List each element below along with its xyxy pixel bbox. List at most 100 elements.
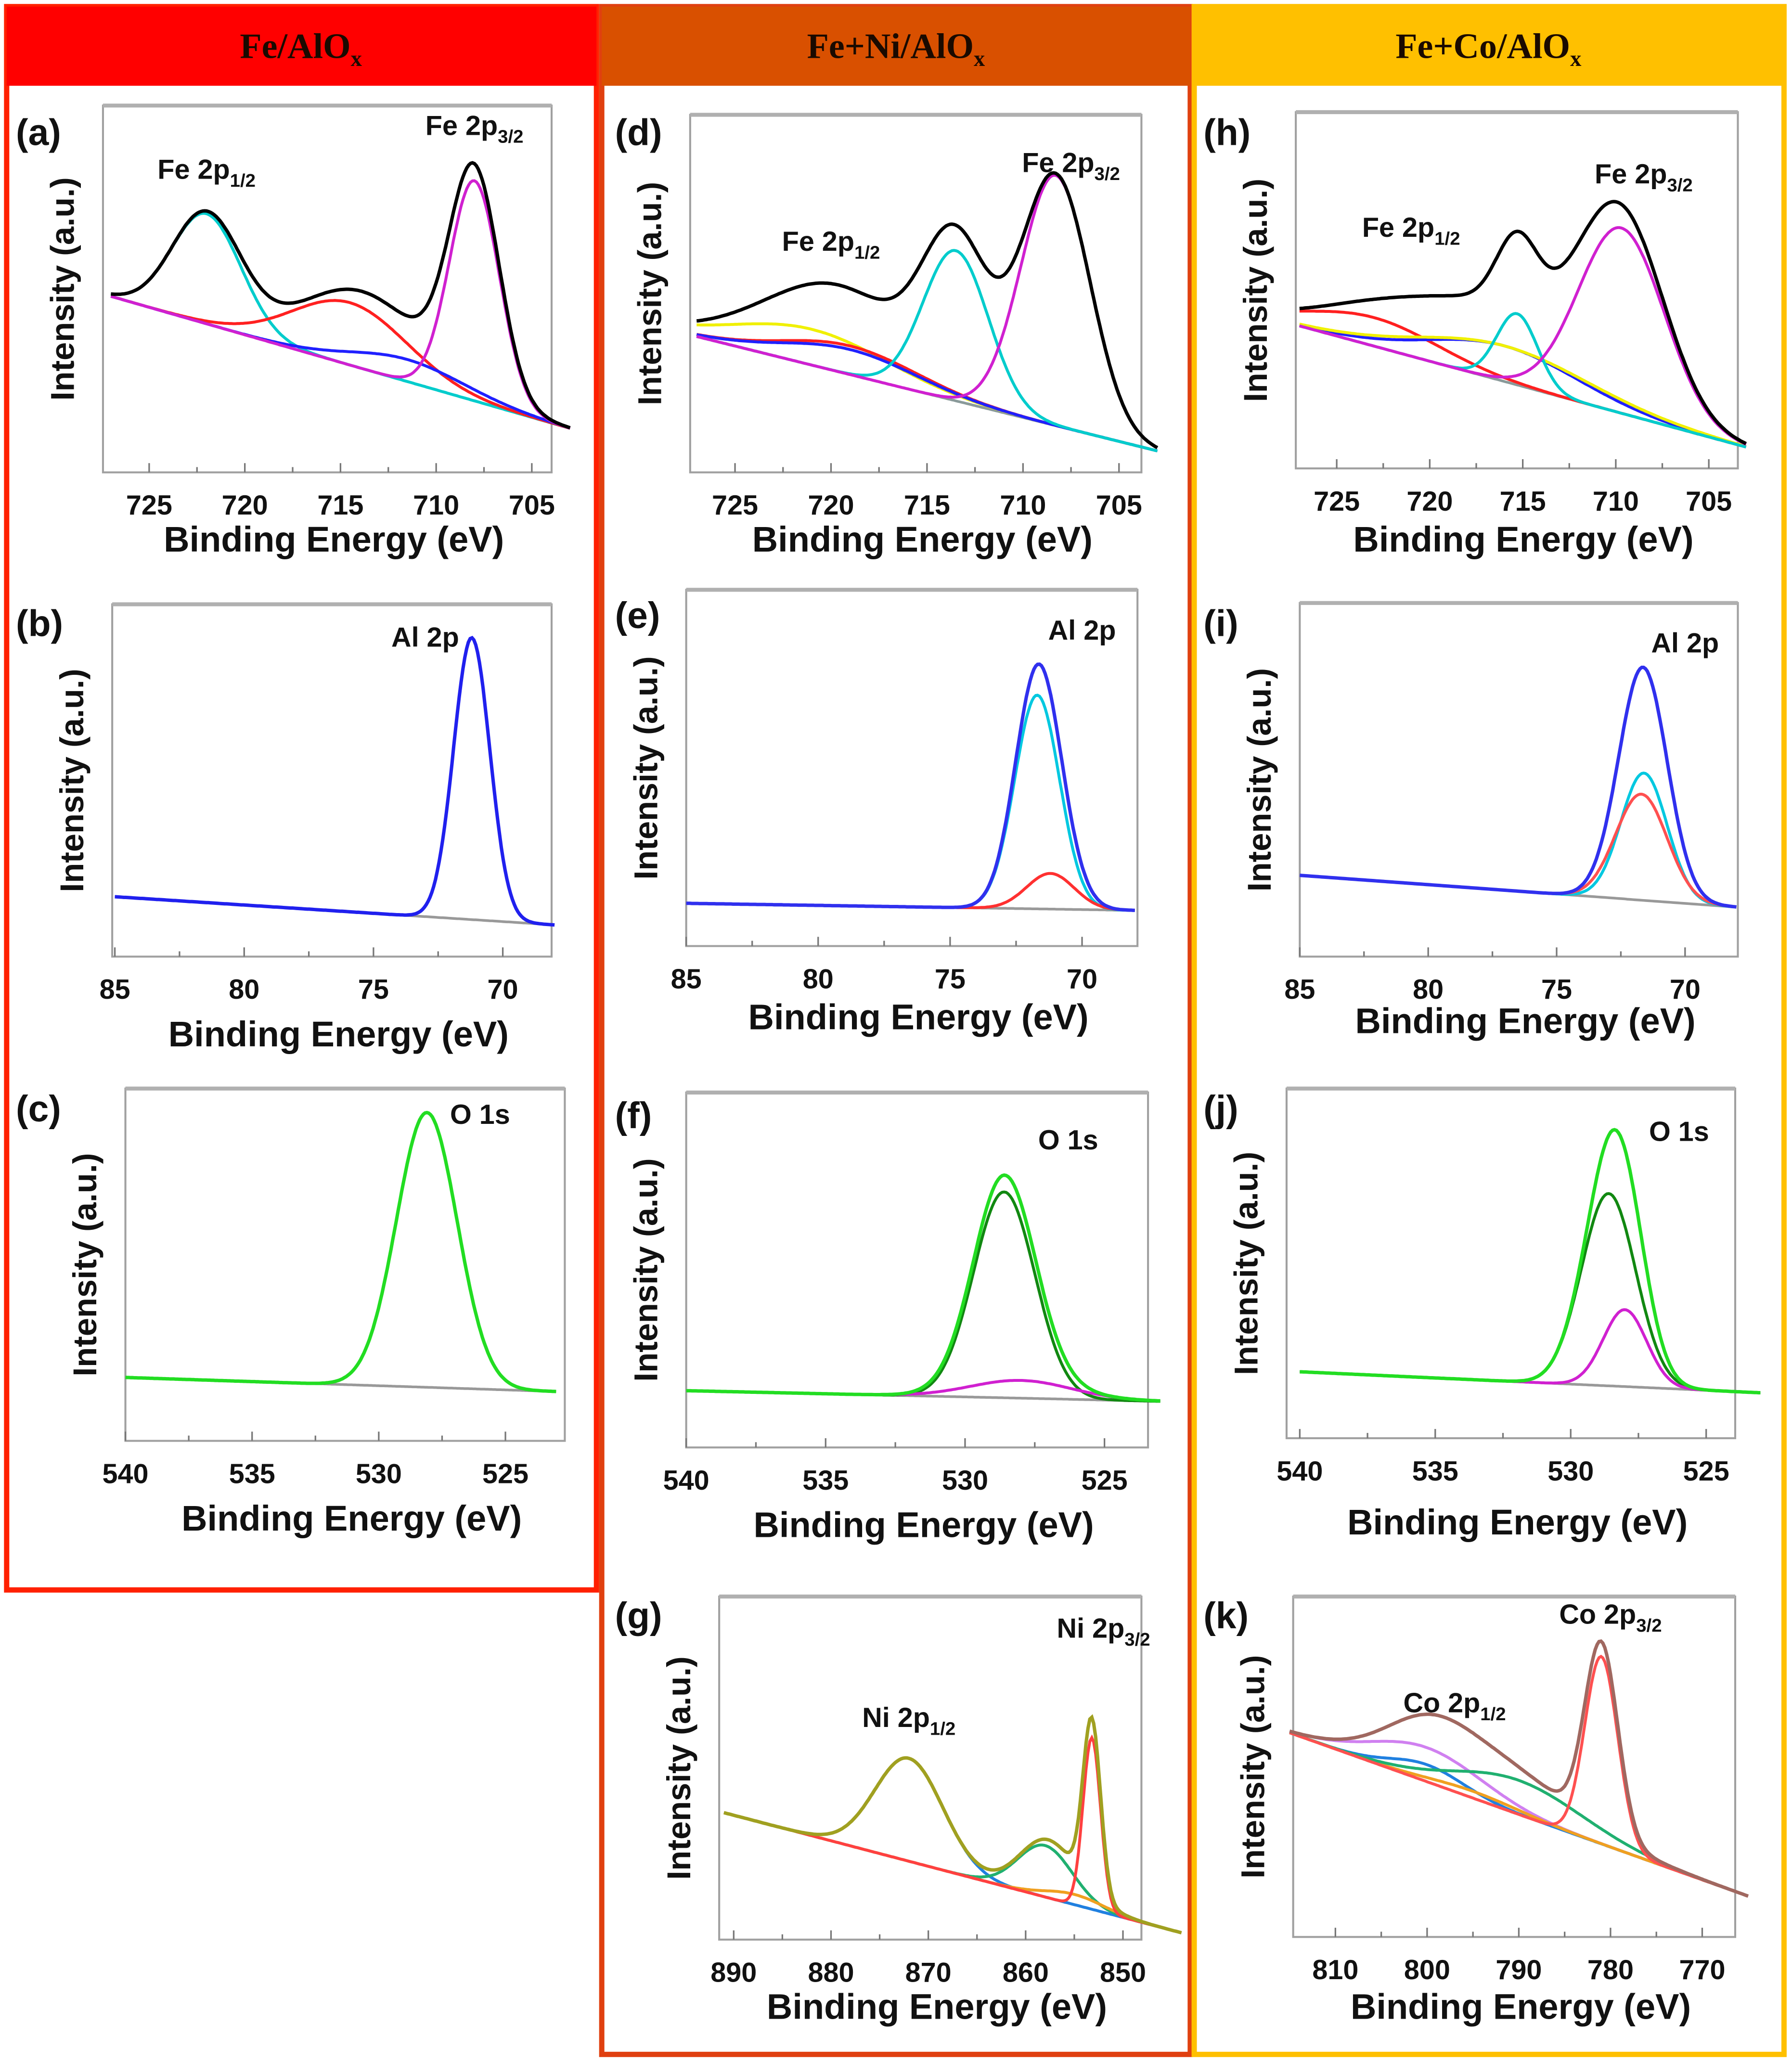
peak-label: Co 2p <box>1403 1688 1480 1719</box>
peak-annotation: Fe 2p1/2 <box>782 226 880 263</box>
plot-frame <box>689 114 1143 474</box>
panel-f: 540 535 530 525 Binding Energy (eV) Intensity… <box>615 1090 1160 1545</box>
peak-annotation: Fe 2p3/2 <box>1595 159 1693 195</box>
peak-annotation: Al 2p <box>1048 615 1116 646</box>
x-tick-label: 860 <box>1003 1958 1049 1988</box>
x-axis-label: Binding Energy (eV) <box>168 1014 509 1054</box>
peak-label-subscript: 3/2 <box>1124 1629 1150 1650</box>
peak-label-subscript: 1/2 <box>854 242 880 263</box>
x-tick-label: 85 <box>100 974 130 1005</box>
x-tick-label: 715 <box>1500 486 1546 517</box>
y-axis-label: Intensity (a.u.) <box>44 177 81 400</box>
x-tick-label: 535 <box>229 1458 275 1489</box>
x-tick-label: 70 <box>1067 964 1097 994</box>
panel-letter: (i) <box>1203 603 1238 644</box>
envelope-curve <box>1289 1639 1749 1898</box>
plot-frame <box>1299 602 1739 958</box>
column-header-feco <box>1194 6 1784 86</box>
x-tick-label: 725 <box>126 490 172 521</box>
x-axis-label: Binding Energy (eV) <box>748 997 1089 1037</box>
x-tick-label: 770 <box>1679 1955 1725 1985</box>
y-axis-label: Intensity (a.u.) <box>627 656 664 879</box>
x-tick-label: 870 <box>905 1958 952 1988</box>
x-tick-label: 880 <box>808 1958 854 1988</box>
x-axis-label: Binding Energy (eV) <box>181 1498 522 1538</box>
x-tick-label: 525 <box>1683 1456 1729 1487</box>
fit-component-4 <box>1289 1654 1749 1898</box>
x-axis-label: Binding Energy (eV) <box>752 519 1093 559</box>
x-tick-label: 525 <box>1082 1465 1128 1496</box>
y-axis-label: Intensity (a.u.) <box>627 1158 664 1381</box>
peak-annotation: Fe 2p3/2 <box>425 110 524 147</box>
x-tick-label: 720 <box>808 490 854 521</box>
plot-frame <box>1292 1595 1737 1938</box>
peak-annotation: Fe 2p1/2 <box>157 155 256 191</box>
x-tick-label: 540 <box>663 1465 709 1496</box>
y-axis-label: Intensity (a.u.) <box>1234 1655 1271 1878</box>
plot-frame <box>111 603 553 958</box>
column-header-feni <box>602 6 1190 86</box>
peak-label: O 1s <box>450 1099 510 1130</box>
panel-b: 85 80 75 70 Binding Energy (eV) Intensity (a.… <box>16 602 555 1054</box>
x-tick-label: 525 <box>482 1458 529 1489</box>
y-axis-label: Intensity (a.u.) <box>1228 1152 1265 1375</box>
fit-component-4 <box>1299 226 1747 446</box>
peak-label: O 1s <box>1038 1125 1098 1156</box>
peak-label: Al 2p <box>1651 628 1719 659</box>
x-tick-label: 85 <box>1284 974 1315 1005</box>
x-tick-label: 800 <box>1404 1955 1450 1985</box>
peak-label: O 1s <box>1649 1117 1709 1147</box>
panel-letter: (b) <box>16 603 63 644</box>
peak-label: Fe 2p <box>1595 159 1667 190</box>
panel-letter: (j) <box>1203 1089 1238 1130</box>
panel-c: 540 535 530 525 Binding Energy (eV) Intensity… <box>16 1086 566 1538</box>
x-axis-label: Binding Energy (eV) <box>164 519 504 559</box>
envelope-curve <box>723 1714 1182 1934</box>
envelope-curve <box>1300 1128 1761 1395</box>
column-header-fe <box>6 6 597 86</box>
x-tick-label: 790 <box>1495 1955 1542 1985</box>
x-axis-label: Binding Energy (eV) <box>753 1505 1094 1545</box>
panel-letter: (g) <box>615 1596 662 1636</box>
fit-component-2 <box>1299 322 1747 448</box>
peak-label-subscript: 3/2 <box>1095 164 1120 184</box>
x-tick-label: 715 <box>904 490 950 521</box>
peak-label: Fe 2p <box>157 155 230 185</box>
peak-annotation: Ni 2p1/2 <box>862 1702 955 1739</box>
peak-label: Fe 2p <box>1362 212 1434 243</box>
x-tick-label: 715 <box>317 490 363 521</box>
envelope-curve <box>686 662 1135 912</box>
x-tick-label: 75 <box>935 964 966 994</box>
panel-letter: (e) <box>615 595 660 636</box>
x-tick-label: 720 <box>222 490 268 521</box>
envelope-curve <box>696 171 1159 450</box>
peak-annotation: Al 2p <box>391 622 459 653</box>
column-title-fe: Fe/AlOx <box>240 27 362 71</box>
envelope-curve <box>1299 200 1747 445</box>
x-tick-label: 80 <box>803 964 834 994</box>
column-title-feco: Fe+Co/AlOx <box>1395 27 1582 71</box>
peak-label: Fe 2p <box>782 226 854 257</box>
x-tick-label: 535 <box>802 1465 849 1496</box>
x-tick-label: 540 <box>103 1458 149 1489</box>
peak-annotation: Co 2p1/2 <box>1403 1688 1506 1725</box>
peak-annotation: O 1s <box>1649 1117 1709 1147</box>
x-tick-label: 530 <box>356 1458 402 1489</box>
fit-component-3 <box>110 179 571 430</box>
panel-letter: (h) <box>1203 113 1251 154</box>
x-axis-label: Binding Energy (eV) <box>1355 1001 1696 1041</box>
peak-label-subscript: 3/2 <box>1636 1615 1662 1636</box>
y-axis-label: Intensity (a.u.) <box>1241 668 1278 891</box>
column-title-feni: Fe+Ni/AlOx <box>807 27 985 71</box>
x-tick-label: 85 <box>671 964 702 994</box>
peak-annotation: O 1s <box>450 1099 510 1130</box>
panel-letter: (k) <box>1203 1596 1249 1636</box>
peak-annotation: O 1s <box>1038 1125 1098 1156</box>
x-tick-label: 780 <box>1587 1955 1634 1985</box>
envelope-curve <box>115 635 555 927</box>
